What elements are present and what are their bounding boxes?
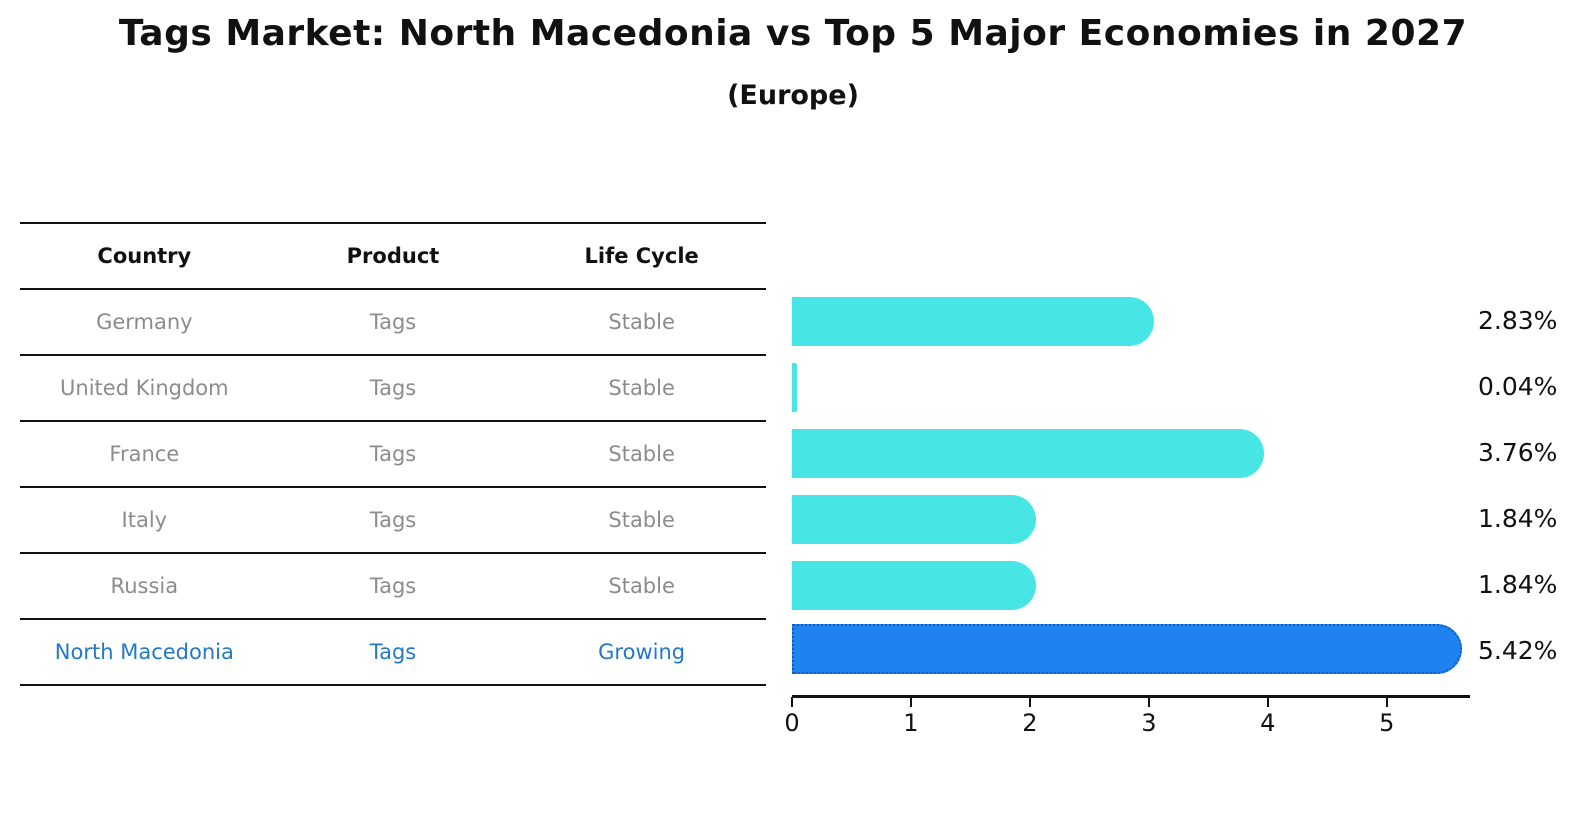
cell-product: Tags <box>369 310 417 334</box>
value-label: 3.76% <box>1478 438 1558 467</box>
x-axis-tick-label: 3 <box>1141 709 1157 737</box>
value-label: 2.83% <box>1478 306 1558 335</box>
x-axis-tick <box>791 697 793 707</box>
chart-subtitle: (Europe) <box>727 80 859 111</box>
cell-life-cycle: Stable <box>608 376 675 400</box>
bar-italy <box>792 494 1036 544</box>
x-axis-tick-label: 0 <box>784 709 800 737</box>
cell-product: Tags <box>369 574 417 598</box>
cell-product: Tags <box>369 376 417 400</box>
value-label: 0.04% <box>1478 372 1558 401</box>
value-label: 5.42% <box>1478 636 1558 665</box>
cell-country: France <box>109 442 180 466</box>
column-header-product: Product <box>346 244 440 268</box>
cell-life-cycle: Stable <box>608 574 675 598</box>
x-axis-tick-label: 5 <box>1379 709 1395 737</box>
value-label: 1.84% <box>1478 570 1558 599</box>
bar-russia <box>792 560 1036 610</box>
table-row: Germany Tags Stable <box>20 290 766 356</box>
bar-united-kingdom <box>792 362 797 412</box>
cell-life-cycle: Growing <box>598 640 686 664</box>
bar-north-macedonia <box>792 624 1462 674</box>
country-table: Country Product Life Cycle Germany Tags Stab… <box>20 222 766 686</box>
column-header-life-cycle: Life Cycle <box>584 244 699 268</box>
table-row: France Tags Stable <box>20 422 766 488</box>
chart-title: Tags Market: North Macedonia vs Top 5 Ma… <box>118 13 1468 54</box>
table-row: North Macedonia Tags Growing <box>20 620 766 686</box>
cell-country: North Macedonia <box>54 640 234 664</box>
cell-country: Italy <box>121 508 168 532</box>
cell-product: Tags <box>369 442 417 466</box>
cell-country: Russia <box>110 574 179 598</box>
table-header-row: Country Product Life Cycle <box>20 224 766 290</box>
cell-life-cycle: Stable <box>608 508 675 532</box>
x-axis-line <box>792 695 1470 698</box>
cell-product: Tags <box>369 508 417 532</box>
column-header-country: Country <box>97 244 192 268</box>
value-label: 1.84% <box>1478 504 1558 533</box>
x-axis-tick <box>1028 697 1031 707</box>
cell-product: Tags <box>369 640 417 664</box>
bar-france <box>792 428 1265 478</box>
x-axis-tick <box>1385 697 1388 707</box>
cell-life-cycle: Stable <box>608 442 675 466</box>
bar-germany <box>792 296 1154 346</box>
x-axis-tick <box>1266 697 1269 707</box>
table-row: United Kingdom Tags Stable <box>20 356 766 422</box>
cell-life-cycle: Stable <box>608 310 675 334</box>
x-axis-tick-label: 2 <box>1022 709 1038 737</box>
x-axis-tick-label: 4 <box>1260 709 1276 737</box>
table-row: Italy Tags Stable <box>20 488 766 554</box>
cell-country: Germany <box>96 310 193 334</box>
cell-country: United Kingdom <box>60 376 229 400</box>
x-axis-tick <box>1147 697 1150 707</box>
x-axis-tick <box>909 697 912 707</box>
table-row: Russia Tags Stable <box>20 554 766 620</box>
table-body: Germany Tags Stable United Kingdom Tags Stabl… <box>20 290 766 686</box>
x-axis-tick-label: 1 <box>903 709 919 737</box>
